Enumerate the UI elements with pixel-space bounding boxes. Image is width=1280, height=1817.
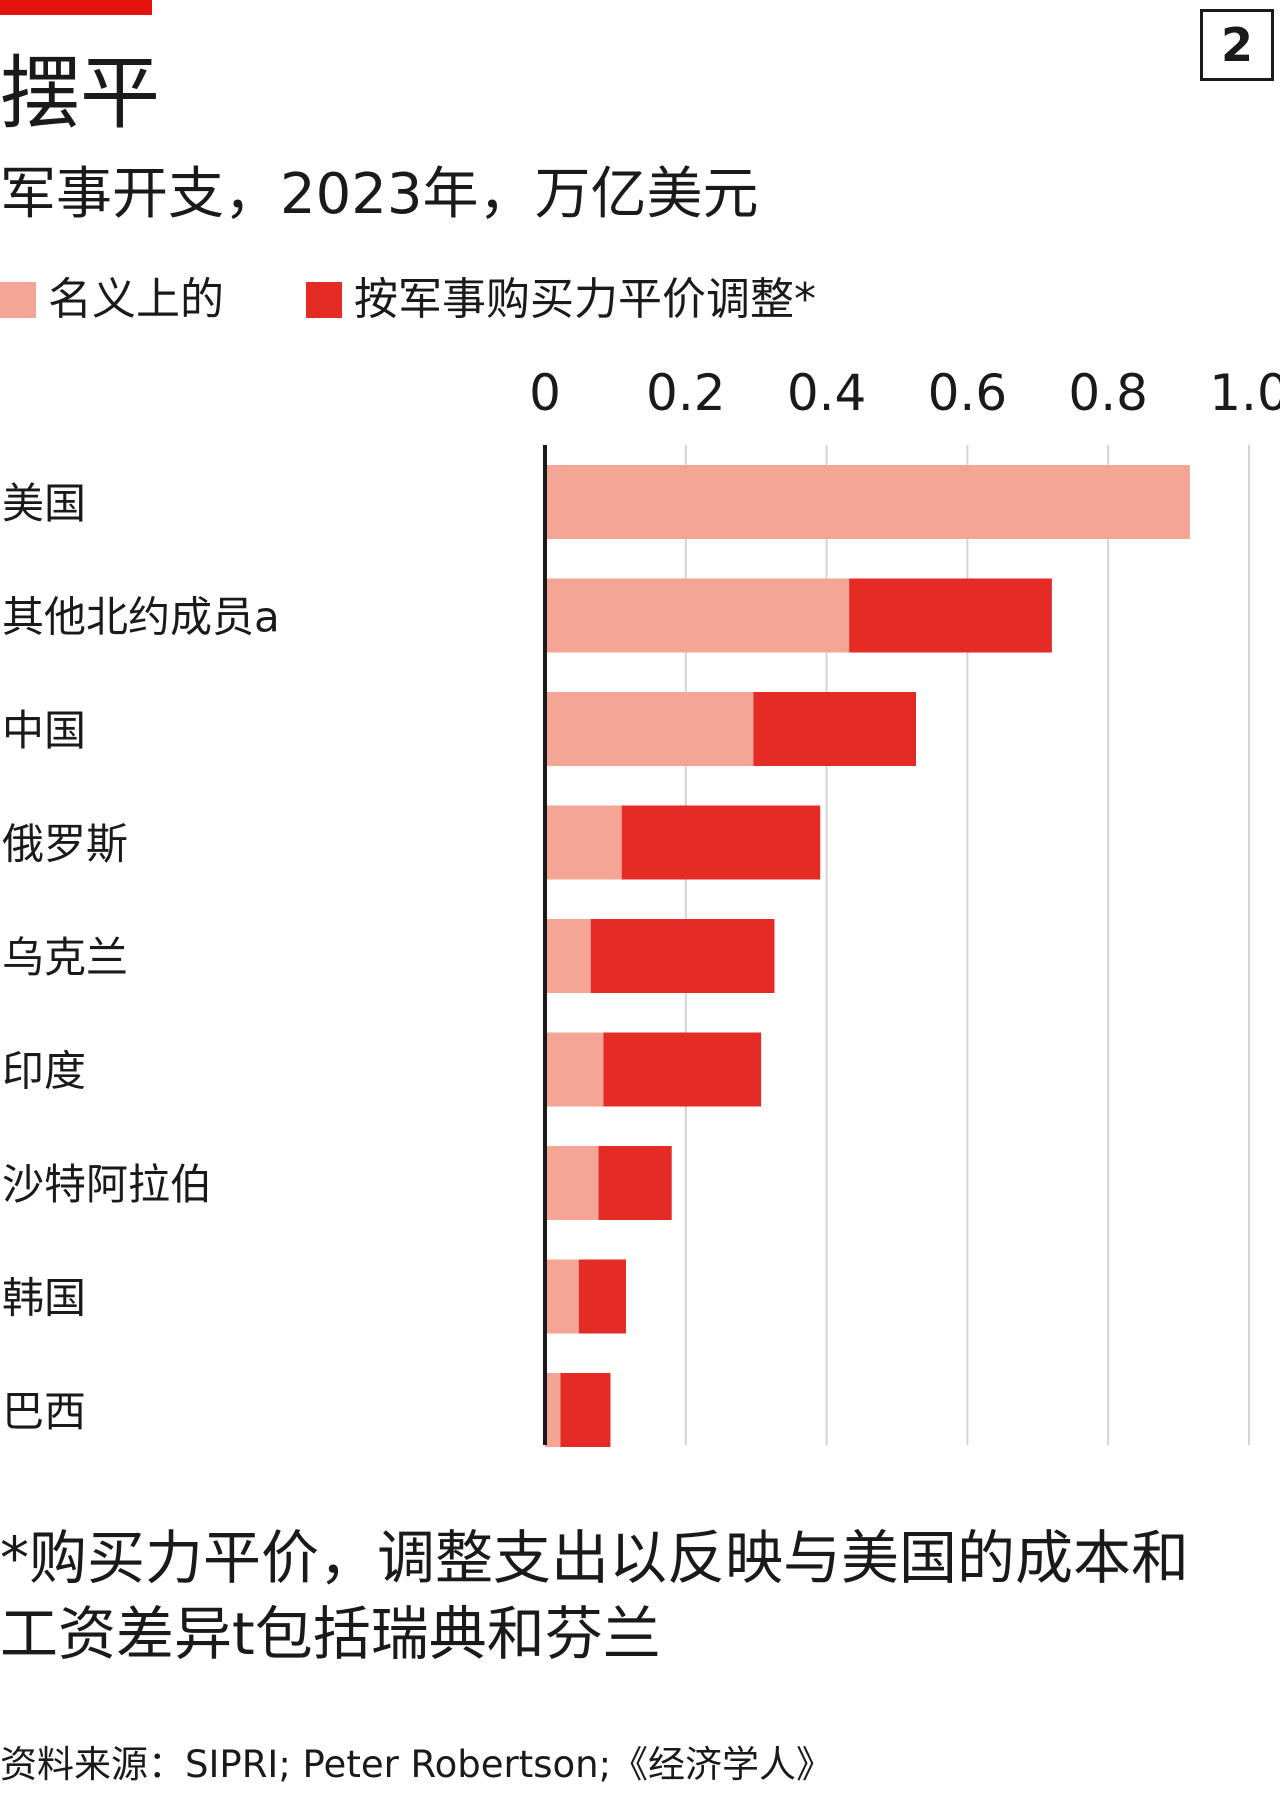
category-label: 韩国 (2, 1274, 86, 1323)
bar-segment-ppp (578, 1259, 626, 1334)
category-label: 乌克兰 (2, 933, 128, 982)
category-label: 印度 (2, 1047, 86, 1096)
bar-segment-ppp (849, 578, 1052, 653)
legend-label-ppp: 按军事购买力平价调整* (354, 274, 816, 325)
x-tick-label: 0.4 (787, 370, 867, 422)
page-number-badge: 2 (1200, 9, 1274, 81)
category-label: 中国 (2, 706, 86, 755)
bar-segment-nominal (545, 692, 754, 766)
bar-segment-nominal (545, 805, 622, 880)
x-tick-label: 0.6 (928, 370, 1008, 422)
x-tick-label: 0.2 (646, 370, 726, 422)
bar-segment-ppp (560, 1373, 611, 1447)
footnote: *购买力平价，调整支出以反映与美国的成本和工资差异t包括瑞典和芬兰 (0, 1524, 1190, 1668)
legend-label-nominal: 名义上的 (48, 274, 224, 325)
bar-segment-ppp (598, 1146, 672, 1220)
bar-segment-ppp (603, 1032, 762, 1107)
legend-item-ppp: 按军事购买力平价调整* (306, 268, 816, 332)
x-tick-label: 0.8 (1068, 370, 1148, 422)
bar-segment-nominal (545, 465, 1190, 539)
chart-legend: 名义上的 按军事购买力平价调整* (0, 268, 1260, 332)
chart-title: 摆平 (0, 47, 160, 140)
legend-swatch-nominal (0, 282, 36, 318)
bar-segment-nominal (545, 578, 850, 653)
bar-segment-nominal (545, 1373, 561, 1447)
bar-segment-nominal (545, 1146, 599, 1220)
bar-segment-ppp (590, 919, 775, 993)
bar-segment-ppp (753, 692, 917, 766)
bar-segment-nominal (545, 919, 591, 993)
legend-item-nominal: 名义上的 (0, 268, 224, 332)
category-label: 俄罗斯 (2, 820, 128, 869)
bar-segment-nominal (545, 1259, 579, 1334)
category-label: 其他北约成员a (2, 593, 280, 642)
category-label: 美国 (2, 479, 86, 528)
x-tick-label: 0 (529, 370, 561, 422)
header-red-rule (0, 0, 152, 15)
bar-segment-ppp (621, 805, 821, 880)
category-label: 巴西 (2, 1387, 86, 1436)
x-tick-label: 1.0 (1209, 370, 1280, 422)
bar-segment-nominal (545, 1032, 604, 1107)
chart-subtitle: 军事开支，2023年，万亿美元 (0, 162, 759, 227)
category-label: 沙特阿拉伯 (2, 1160, 212, 1209)
legend-swatch-ppp (306, 282, 342, 318)
source-note: 资料来源：SIPRI; Peter Robertson;《经济学人》 (0, 1743, 834, 1786)
